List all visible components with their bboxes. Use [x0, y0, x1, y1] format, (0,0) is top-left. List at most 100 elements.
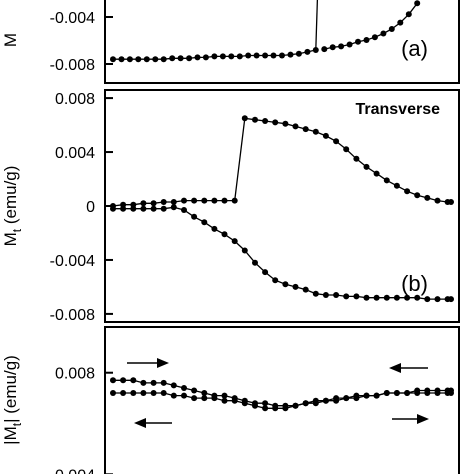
panel-a-series-2-point [338, 43, 345, 50]
panel-b-series-1-point [282, 281, 289, 288]
panel-a-series-1-point [143, 56, 150, 63]
panel-b-series-1-point [262, 269, 269, 276]
panel-b-series-1-point [448, 296, 454, 303]
panel-b-ylabel-units: (emu/g) [1, 166, 20, 229]
panel-b-series-2-point [120, 201, 127, 208]
panel-a-series-1-point [126, 56, 133, 63]
panel-c-series-2-point [191, 395, 198, 402]
panel-a-series-2-point [405, 11, 412, 18]
panel-c-series-2-point [322, 397, 329, 404]
panel-b-series-1-point [292, 283, 299, 290]
panel-b-series-1-point [333, 292, 340, 298]
panel-b-series-1-point [414, 294, 421, 301]
panel-b-series-2-point [414, 192, 421, 199]
panel-a-series-2-point [346, 41, 353, 48]
panel-c-series-1-point [120, 377, 127, 384]
panel-b-series-2-point [404, 188, 411, 195]
arrow-right-bottom-right [392, 414, 429, 424]
panel-c: |Mt| (emu/g) 0.008 0.004 [1, 326, 460, 474]
panel-b-plot [110, 115, 454, 303]
panel-b-series-2-point [221, 197, 228, 204]
panel-b-ytick-label-4: -0.004 [50, 253, 95, 270]
panel-b-series-1-point [383, 294, 390, 301]
panel-b-series-2-point [434, 197, 441, 204]
panel-b-ticks: 0.008 0.004 0 -0.004 -0.008 [50, 91, 113, 324]
panel-a-series-2-point [371, 34, 378, 41]
panel-c-series-2-point [221, 397, 228, 404]
arrow-right-top-left [127, 358, 169, 368]
panel-b-ytick-label-2: 0.004 [55, 145, 95, 162]
arrow-left-bottom-left [134, 418, 172, 428]
panel-c-series-2-point [181, 392, 187, 399]
panel-b-series-1-point [373, 294, 380, 301]
panel-c-series-1-point [130, 377, 137, 384]
panel-c-series-2-point [373, 392, 380, 399]
panel-c-series-2-point [211, 395, 218, 402]
panel-c-series-2-point [424, 390, 431, 396]
panel-b-series-1-point [150, 205, 157, 212]
panel-b-series-1-point [393, 294, 400, 301]
panel-a-series-1-point [270, 52, 277, 59]
panel-b-series-2-point [140, 200, 147, 207]
panel-c-series-2-point [292, 402, 299, 409]
panel-a-series-1-point [304, 48, 311, 55]
panel-b-series-2-point [282, 120, 289, 127]
panel-b-series-1-point [424, 296, 431, 303]
panel-c-series-1-point [181, 385, 187, 391]
panel-c-series-2-point [282, 405, 289, 412]
panel-b-series-1-point [343, 293, 350, 300]
panel-c-series-2-point [393, 390, 400, 396]
panel-a-series-2-point [380, 30, 387, 37]
panel-b-ytick-label-1: 0.008 [55, 91, 95, 108]
panel-c-series-1-point [170, 382, 177, 389]
panel-c-series-2-point [160, 390, 167, 396]
panel-b-series-2-point [383, 177, 390, 184]
panel-b-series-2-point [302, 126, 309, 133]
panel-c-series-1-point [140, 379, 147, 386]
panel-b-series-2-line [112, 117, 451, 207]
panel-c-series-2-point [130, 390, 137, 396]
panel-a-series-1-point [194, 54, 201, 61]
panel-b-series-2-point [393, 182, 400, 189]
panel-b-series-2-point [191, 197, 198, 204]
panel-a-series-2-point [355, 38, 361, 45]
panel-c-series-1-point [221, 392, 228, 399]
panel-b-series-2-point [262, 118, 269, 124]
panel-a-series-1-point [287, 51, 294, 58]
panel-c-series-2-point [170, 392, 177, 399]
panel-a-ytick-label-1: -0.004 [50, 10, 95, 27]
panel-a-series-1-point [295, 50, 302, 57]
panel-b-series-2-point [424, 194, 431, 201]
panel-b-series-2-point [231, 197, 238, 204]
panel-a-series-1-point [279, 52, 285, 59]
panel-b-tag: (b) [401, 271, 428, 296]
panel-a-ytick-label-2: -0.008 [50, 57, 95, 74]
panel-b-series-1-point [252, 259, 258, 266]
panel-c-ylabel-sub: t [10, 422, 24, 426]
panel-b-series-2-point [373, 170, 380, 177]
panel-b-series-2-point [312, 128, 319, 135]
panel-b-series-2-point [160, 199, 167, 205]
panel-c-series-2-point [140, 390, 147, 396]
panel-a-series-1-point [211, 53, 218, 60]
panel-b-series-1-point [241, 247, 248, 254]
panel-b-series-1-point [434, 296, 441, 303]
panel-c-series-1-point [160, 379, 167, 386]
panel-c-series-1-point [191, 387, 198, 394]
panel-b-series-2-point [170, 199, 177, 205]
panel-c-series-1-point [262, 400, 269, 407]
panel-c-series-2-point [434, 390, 441, 396]
panel-a-series-1-point [253, 52, 260, 59]
panel-b-series-2-point [333, 138, 340, 145]
panel-b-ylabel-sub: t [10, 228, 24, 232]
panel-c-series-2-point [353, 392, 360, 399]
panel-a-series-2-point [363, 37, 370, 43]
panel-c-series-2-point [272, 405, 279, 412]
panel-c-series-1-point [110, 377, 116, 384]
panel-b-series-2-point [343, 146, 350, 153]
panel-c-series-2-point [343, 395, 350, 402]
panel-b-series-2-point [322, 132, 329, 139]
panel-c-frame [104, 326, 460, 474]
panel-b-series-1-point [312, 290, 319, 297]
